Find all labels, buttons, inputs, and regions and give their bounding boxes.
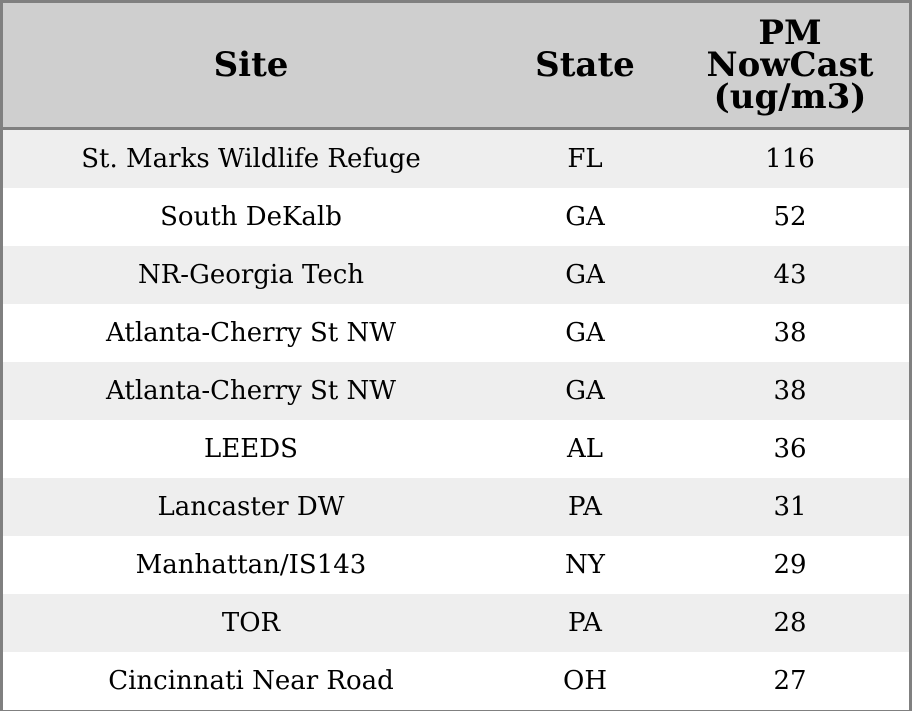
table-row: South DeKalb GA 52 [3,188,909,246]
cell-state: NY [565,550,605,580]
column-header-site-line: Site [213,45,289,85]
table-row: Lancaster DW PA 31 [3,478,909,536]
cell-site: NR-Georgia Tech [137,260,365,290]
cell-state: PA [568,492,602,522]
table-row: Atlanta-Cherry St NW GA 38 [3,304,909,362]
cell-state: GA [565,260,605,290]
cell-state: GA [565,202,605,232]
table-body: St. Marks Wildlife Refuge FL 116 South D… [3,128,909,710]
table-row: St. Marks Wildlife Refuge FL 116 [3,128,909,188]
cell-site: TOR [221,608,281,638]
column-header-pm-line-3: (ug/m3) [713,77,867,117]
table-row: Cincinnati Near Road OH 27 [3,652,909,710]
cell-site: LEEDS [204,434,298,464]
column-header-pm-line-2: NowCast [706,45,874,85]
cell-site: Manhattan/IS143 [135,550,367,580]
cell-state: AL [566,434,604,464]
table-row: NR-Georgia Tech GA 43 [3,246,909,304]
table-row: LEEDS AL 36 [3,420,909,478]
cell-site: South DeKalb [160,202,342,232]
column-header-pm-line-1: PM [758,13,822,53]
cell-site: St. Marks Wildlife Refuge [81,144,421,174]
cell-state: GA [565,376,605,406]
cell-pm: 27 [773,666,807,696]
table-row: Atlanta-Cherry St NW GA 38 [3,362,909,420]
cell-site: Cincinnati Near Road [108,666,394,696]
cell-site: Atlanta-Cherry St NW [106,318,396,348]
cell-pm: 38 [773,376,807,406]
table-row: TOR PA 28 [3,594,909,652]
cell-state: FL [567,144,603,174]
column-header-site: Site [3,3,499,130]
cell-pm: 29 [773,550,807,580]
cell-state: OH [563,666,607,696]
cell-pm: 43 [773,260,807,290]
table-header: Site State PM NowCast (ug/m3) [3,3,909,130]
column-header-pm-nowcast: PM NowCast (ug/m3) [671,3,909,130]
cell-pm: 116 [765,144,815,174]
cell-pm: 52 [773,202,807,232]
cell-state: PA [568,608,602,638]
cell-pm: 36 [773,434,807,464]
column-header-state-line: State [535,45,635,85]
cell-pm: 28 [773,608,807,638]
cell-site: Atlanta-Cherry St NW [106,376,396,406]
header-row: Site State PM NowCast (ug/m3) [3,3,909,130]
pm-nowcast-table: Site State PM NowCast (ug/m3) St. Marks … [3,3,909,710]
table-row: Manhattan/IS143 NY 29 [3,536,909,594]
cell-state: GA [565,318,605,348]
cell-pm: 31 [773,492,807,522]
column-header-state: State [499,3,671,130]
cell-site: Lancaster DW [157,492,345,522]
cell-pm: 38 [773,318,807,348]
